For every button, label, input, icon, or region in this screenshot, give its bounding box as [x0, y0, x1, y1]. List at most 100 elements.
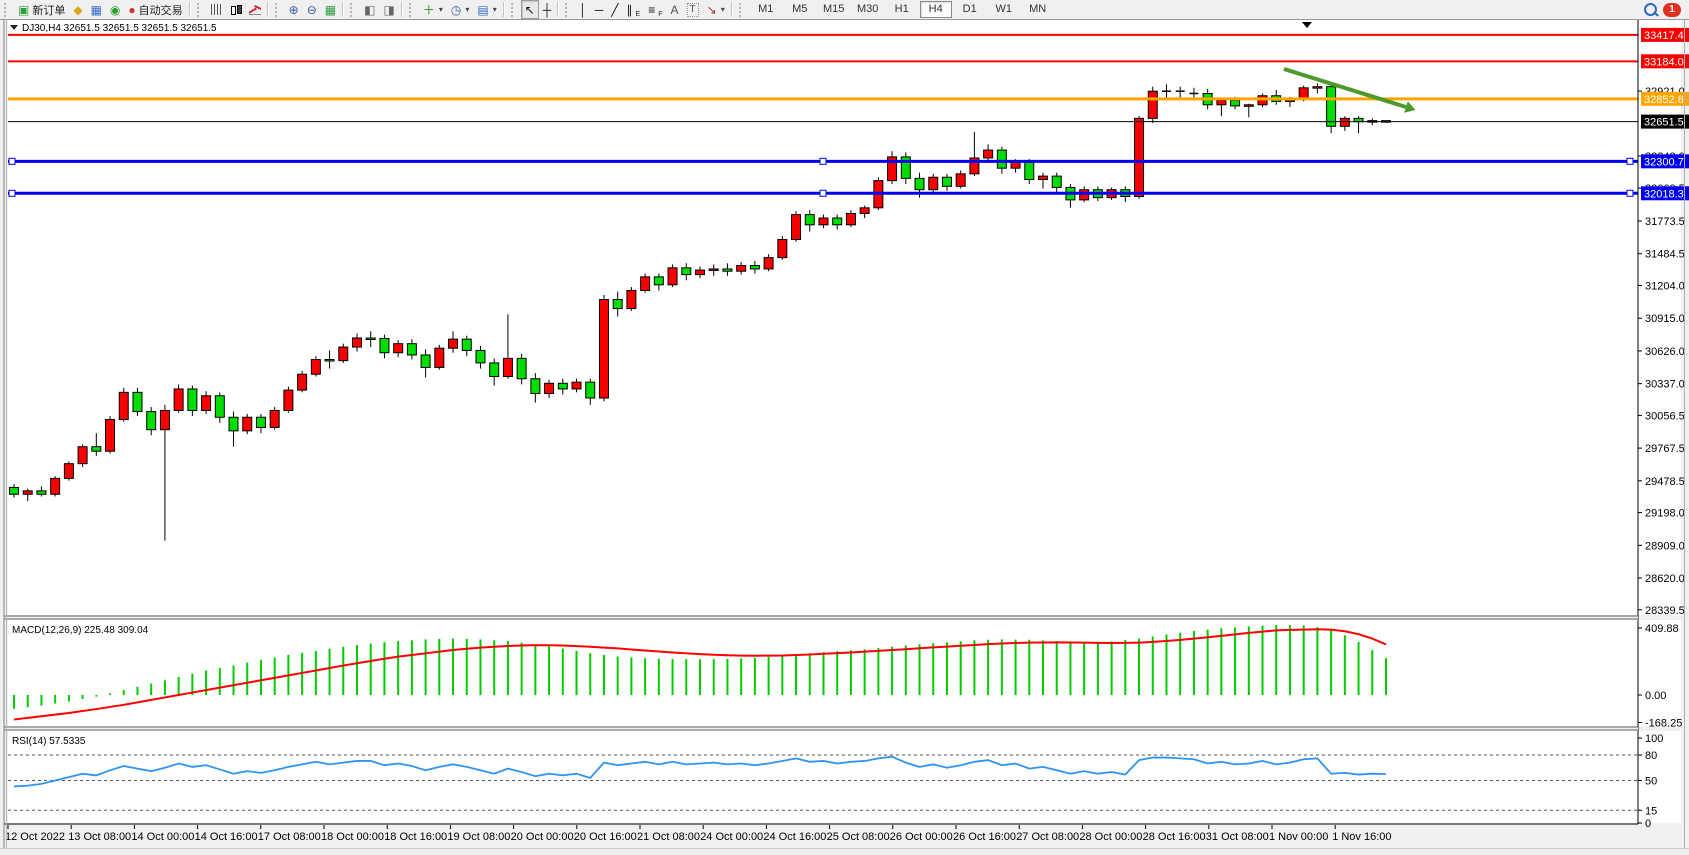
- line-chart-button[interactable]: [245, 0, 265, 19]
- chart-window-icon: ▦: [90, 2, 102, 17]
- cursor-button[interactable]: ↖: [520, 0, 539, 19]
- hline-handle[interactable]: [1626, 189, 1634, 197]
- trend-arrow-line[interactable]: [1283, 67, 1407, 109]
- time-axis-label: 17 Oct 08:00: [258, 831, 321, 843]
- indicator-add-icon: ＋: [422, 2, 435, 17]
- timeframe-button-D1[interactable]: D1: [962, 3, 977, 15]
- toolbar-grip: [510, 2, 518, 17]
- notification-badge[interactable]: 1: [1663, 2, 1681, 17]
- candles-layer[interactable]: [9, 83, 1391, 541]
- fibonacci-button[interactable]: ≡ F: [644, 0, 666, 19]
- timeframe-button-M1[interactable]: M1: [758, 3, 774, 15]
- panel-divider[interactable]: [4, 616, 1638, 620]
- market-watch-button[interactable]: ▦: [87, 0, 106, 19]
- toolbar-separator: [502, 2, 505, 17]
- indicators-button[interactable]: ＋ ▾: [419, 0, 447, 19]
- zoom-in-button[interactable]: ⊕: [285, 0, 303, 19]
- depth-of-market-button[interactable]: ◆: [69, 0, 86, 19]
- hline-handle[interactable]: [1626, 157, 1634, 165]
- candle-body: [77, 446, 88, 465]
- main-toolbar: ▣ 新订单 ◆ ▦ ◉ ● 自动交易 ⊕ ⊖ ▦ ◧ ◨ ＋ ▾ ◷ ▾ ▤ ▾ ↖ ┼ │ ─ ╱ ∥ E ≡ F A T ↘ ▾ M1 M5…: [0, 0, 1689, 20]
- hline-icon: ─: [594, 2, 604, 17]
- timeframe-button-M15[interactable]: M15: [823, 3, 845, 15]
- candle-body: [845, 212, 856, 226]
- timeframe-button-H4[interactable]: H4: [919, 1, 952, 18]
- search-icon[interactable]: [1644, 3, 1657, 16]
- hline-handle[interactable]: [819, 157, 827, 165]
- candle-body: [393, 343, 404, 354]
- dropdown-caret-icon[interactable]: ▾: [465, 5, 470, 14]
- candle-body: [173, 388, 184, 411]
- symbol-dropdown-icon[interactable]: [10, 25, 18, 30]
- candle-body: [955, 173, 966, 187]
- candlestick-chart-button[interactable]: [226, 0, 245, 19]
- chart-canvas[interactable]: 32921.032348.032063.531773.531484.531204…: [0, 19, 1689, 855]
- trendline-icon: ╱: [611, 2, 619, 17]
- vline-icon: │: [579, 2, 587, 17]
- chart-shift-marker[interactable]: [1302, 22, 1312, 28]
- linechart-icon: [248, 4, 261, 15]
- bar-chart-button[interactable]: [207, 0, 226, 19]
- autotrading-button[interactable]: ● 自动交易: [124, 0, 186, 19]
- scroll-end-icon: ◧: [364, 2, 376, 17]
- candle-body: [777, 239, 788, 259]
- timeframe-button-M5[interactable]: M5: [792, 3, 808, 15]
- candle-body: [722, 268, 733, 272]
- candle-body: [297, 373, 308, 391]
- signal-icon: ◉: [109, 2, 121, 17]
- candle-body: [1339, 117, 1350, 127]
- candle-body: [1326, 86, 1337, 127]
- vertical-line-button[interactable]: │: [575, 0, 591, 19]
- price-badge-32300.7: [1641, 154, 1689, 169]
- candle-body: [406, 343, 417, 356]
- timeframe-button-MN[interactable]: MN: [1029, 3, 1047, 15]
- periods-button[interactable]: ◷ ▾: [447, 0, 474, 19]
- hline-handle[interactable]: [819, 189, 827, 197]
- price-tick-label: 28909.0: [1645, 540, 1685, 552]
- templates-button[interactable]: ▤ ▾: [473, 0, 500, 19]
- text-label-button[interactable]: T: [683, 0, 703, 19]
- candle-body: [585, 381, 596, 399]
- toolbar-grip: [738, 2, 746, 17]
- timeframe-button-H1[interactable]: H1: [894, 3, 909, 15]
- candle-body: [118, 391, 129, 421]
- hline-handle[interactable]: [8, 189, 16, 197]
- arrows-button[interactable]: ↘ ▾: [703, 0, 729, 19]
- text-button[interactable]: A: [667, 0, 683, 19]
- dropdown-caret-icon[interactable]: ▾: [438, 5, 443, 14]
- candle-body: [681, 267, 692, 276]
- macd-panel-background: [8, 620, 1681, 726]
- new-order-button[interactable]: ▣ 新订单: [14, 0, 69, 19]
- toolbar-right-area: 1: [1644, 2, 1689, 17]
- equidistant-channel-button[interactable]: ∥ E: [623, 0, 645, 19]
- candle-body: [791, 214, 802, 241]
- candle-body: [1051, 175, 1062, 188]
- dropdown-caret-icon[interactable]: ▾: [720, 5, 725, 14]
- tile-windows-button[interactable]: ▦: [321, 0, 340, 19]
- candle-body: [9, 486, 19, 495]
- macd-panel[interactable]: [13, 625, 1387, 721]
- hline-handle[interactable]: [8, 157, 16, 165]
- price-badge-32651.5: [1641, 114, 1689, 129]
- time-axis-label: 13 Oct 08:00: [68, 831, 131, 843]
- signals-button[interactable]: ◉: [106, 0, 124, 19]
- timeframe-button-M30[interactable]: M30: [857, 3, 879, 15]
- candle-body: [804, 214, 815, 226]
- trendline-button[interactable]: ╱: [607, 0, 622, 19]
- dropdown-caret-icon[interactable]: ▾: [492, 5, 497, 14]
- candle-body: [900, 156, 911, 179]
- zoom-out-icon: ⊖: [306, 2, 317, 17]
- zoom-out-button[interactable]: ⊖: [303, 0, 321, 19]
- crosshair-button[interactable]: ┼: [539, 0, 556, 19]
- panel-divider[interactable]: [4, 727, 1638, 731]
- candle-body: [1230, 99, 1241, 107]
- horizontal-line-button[interactable]: ─: [591, 0, 608, 19]
- crosshair-icon: ┼: [542, 2, 552, 17]
- auto-scroll-button[interactable]: ◧: [360, 0, 379, 19]
- rsi-panel[interactable]: [8, 754, 1638, 811]
- candle-body: [324, 359, 335, 362]
- candle-body: [146, 411, 157, 431]
- candle-body: [626, 289, 637, 310]
- timeframe-button-W1[interactable]: W1: [995, 3, 1012, 15]
- chart-shift-button[interactable]: ◨: [379, 0, 398, 19]
